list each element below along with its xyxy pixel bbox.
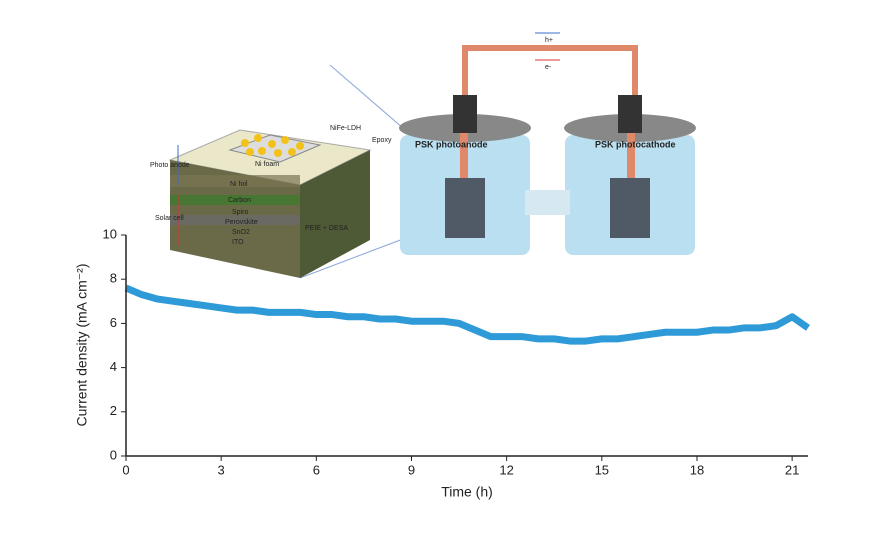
device-stack: Ni foam Ni foil Carbon Spiro Perovskite …	[150, 64, 441, 279]
layer-label: ITO	[232, 239, 244, 246]
x-tick-label: 0	[122, 462, 129, 477]
x-tick-label: 15	[595, 462, 609, 477]
layer-label: PEIE + DESA	[305, 225, 348, 232]
y-tick-label: 10	[103, 226, 117, 241]
x-tick-label: 6	[313, 462, 320, 477]
data-line	[124, 284, 811, 345]
top-label: Epoxy	[372, 137, 392, 144]
layer-label: Carbon	[228, 197, 251, 204]
cell-label: PSK photocathode	[595, 139, 676, 149]
x-tick-label: 9	[408, 462, 415, 477]
side-label: Photo anode	[150, 162, 190, 169]
y-tick-label: 8	[110, 271, 117, 286]
y-axis-label: Current density (mA cm⁻²)	[74, 264, 90, 427]
layer-label: Ni foam	[255, 161, 279, 168]
y-tick-label: 6	[110, 315, 117, 330]
layer-label: Spiro	[232, 209, 248, 216]
carrier-label: h+	[545, 37, 553, 44]
carrier-label: e-	[545, 64, 552, 71]
side-label: Solar cell	[155, 215, 184, 222]
layer-label: SnO2	[232, 229, 250, 236]
y-tick-label: 2	[110, 403, 117, 418]
x-tick-label: 3	[218, 462, 225, 477]
top-label: NiFe-LDH	[330, 125, 361, 132]
x-tick-label: 12	[499, 462, 513, 477]
cell-label: PSK photoanode	[415, 139, 488, 149]
layer-label: Perovskite	[225, 219, 258, 226]
y-tick-label: 4	[110, 359, 117, 374]
x-axis-label: Time (h)	[441, 484, 493, 500]
x-tick-label: 21	[785, 462, 799, 477]
y-tick-label: 0	[110, 447, 117, 462]
electrolysis-cells: PSK photoanode PSK photocathode h+ e-	[399, 32, 696, 255]
layer-label: Ni foil	[230, 181, 248, 188]
x-tick-label: 18	[690, 462, 704, 477]
plot: 0 2 4 6 8 10 0 3 6 9 12 15 18 21	[103, 226, 811, 477]
